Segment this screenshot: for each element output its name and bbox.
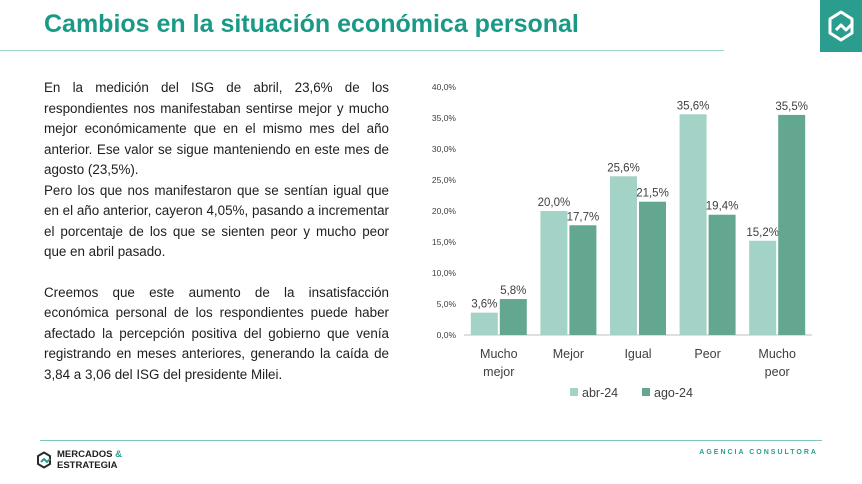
- x-tick-label: mejor: [483, 365, 514, 379]
- y-tick-label: 30,0%: [432, 144, 457, 154]
- footer-brand-line1: MERCADOS: [57, 449, 113, 460]
- title-divider: [0, 50, 724, 51]
- data-label: 20,0%: [538, 197, 571, 209]
- paragraph-3: Creemos que este aumento de la insatisfa…: [44, 284, 389, 382]
- footer-brand-line2: ESTRATEGIA: [57, 460, 118, 471]
- legend-label: abr-24: [582, 386, 618, 400]
- data-label: 3,6%: [471, 299, 497, 311]
- body-text: En la medición del ISG de abril, 23,6% d…: [44, 78, 389, 385]
- bar: [778, 114, 806, 336]
- brand-logo-icon: [820, 0, 862, 52]
- y-tick-label: 5,0%: [437, 299, 457, 309]
- bar: [499, 299, 527, 335]
- footer-brand: MERCADOS & ESTRATEGIA: [57, 449, 122, 471]
- data-label: 15,2%: [746, 227, 779, 239]
- x-tick-label: Mejor: [553, 347, 584, 361]
- data-label: 19,4%: [706, 201, 739, 213]
- bar: [610, 176, 637, 335]
- data-label: 35,5%: [775, 101, 808, 113]
- x-tick-label: Peor: [694, 347, 720, 361]
- y-tick-label: 15,0%: [432, 237, 457, 247]
- y-tick-label: 25,0%: [432, 175, 457, 185]
- bar: [569, 225, 597, 335]
- agency-tagline: AGENCIA CONSULTORA: [699, 449, 818, 456]
- data-label: 25,6%: [607, 162, 640, 174]
- x-tick-label: peor: [765, 365, 790, 379]
- footer-divider: [40, 440, 822, 441]
- footer-logo-icon: [37, 451, 51, 469]
- data-label: 35,6%: [677, 100, 710, 112]
- bar: [639, 201, 666, 335]
- data-label: 21,5%: [636, 188, 669, 200]
- data-label: 5,8%: [500, 285, 526, 297]
- bar-chart: 0,0% 5,0% 10,0% 15,0% 20,0% 25,0% 30,0% 35,0% 40…: [432, 82, 812, 400]
- paragraph-2: Pero los que nos manifestaron que se sen…: [44, 182, 389, 260]
- data-label: 17,7%: [567, 211, 600, 223]
- x-tick-label: Igual: [624, 347, 651, 361]
- y-tick-label: 35,0%: [432, 113, 457, 123]
- y-tick-label: 0,0%: [437, 330, 457, 340]
- legend-label: ago-24: [654, 386, 693, 400]
- page-title: Cambios en la situación económica person…: [44, 10, 579, 38]
- paragraph-1: En la medición del ISG de abril, 23,6% d…: [44, 80, 389, 177]
- y-tick-label: 10,0%: [432, 268, 457, 278]
- y-tick-label: 20,0%: [432, 206, 457, 216]
- y-tick-label: 40,0%: [432, 82, 457, 92]
- legend-swatch: [570, 388, 578, 396]
- bar: [540, 211, 568, 335]
- x-tick-label: Mucho: [480, 347, 518, 361]
- x-tick-label: Mucho: [758, 347, 796, 361]
- footer-logo: MERCADOS & ESTRATEGIA: [36, 449, 122, 471]
- bar: [708, 214, 736, 335]
- bar: [470, 312, 498, 335]
- footer-brand-amp: &: [115, 449, 122, 460]
- bar: [749, 240, 777, 335]
- bar: [679, 114, 707, 335]
- legend-swatch: [642, 388, 650, 396]
